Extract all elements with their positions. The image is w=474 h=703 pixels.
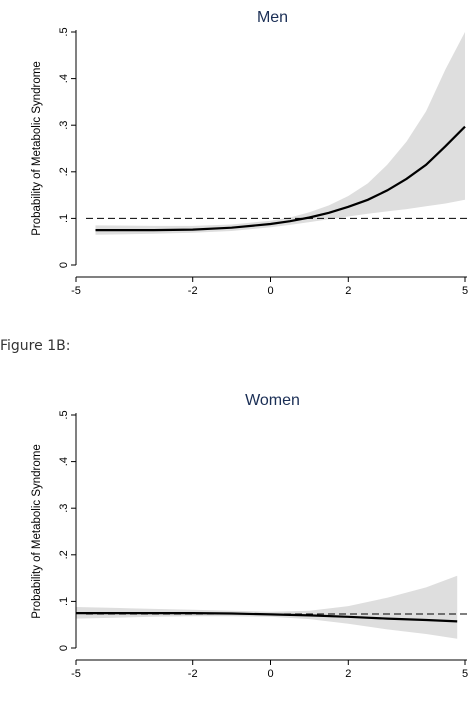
women-x-tick-label-0: -5 [71,668,81,680]
women-title: Women [245,392,300,409]
men-y-axis-label: Probability of Metabolic Syndrome [31,61,43,236]
women-y-tick-label-4: .4 [58,457,70,466]
women-confidence-band-0 [76,575,458,639]
men-x-tick-label-0: -5 [71,285,81,297]
men-x-tick-label-2: 0 [267,285,273,297]
men-y-tick-label-4: .4 [58,74,70,83]
women-x-tick-label-2: 0 [267,668,273,680]
men-y-tick-label-1: .1 [58,214,70,223]
women-y-axis-label: Probability of Metabolic Syndrome [31,444,43,619]
men-confidence-band-0 [95,32,465,235]
men-x-tick-label-4: 5 [462,285,468,297]
men-fitted-line-0 [95,125,466,232]
men-title: Men [257,9,288,26]
men-x-tick-label-1: -2 [188,285,198,297]
men-y-tick-label-2: .2 [58,167,70,176]
women-x-tick-label-3: 2 [345,668,351,680]
men-y-tick-label-5: .5 [58,27,70,36]
men-x-tick-label-3: 2 [345,285,351,297]
men-y-tick-label-3: .3 [58,121,70,130]
men-y-tick-label-0: 0 [58,262,70,268]
women-y-tick-label-1: .1 [58,597,70,606]
women-x-tick-label-4: 5 [462,668,468,680]
women-y-tick-label-3: .3 [58,504,70,513]
women-y-tick-label-0: 0 [58,645,70,651]
women-fitted-line-0 [76,612,458,623]
women-y-tick-label-5: .5 [58,410,70,419]
figure-caption: Figure 1B: [0,338,71,354]
women-y-tick-label-2: .2 [58,550,70,559]
women-x-tick-label-1: -2 [188,668,198,680]
